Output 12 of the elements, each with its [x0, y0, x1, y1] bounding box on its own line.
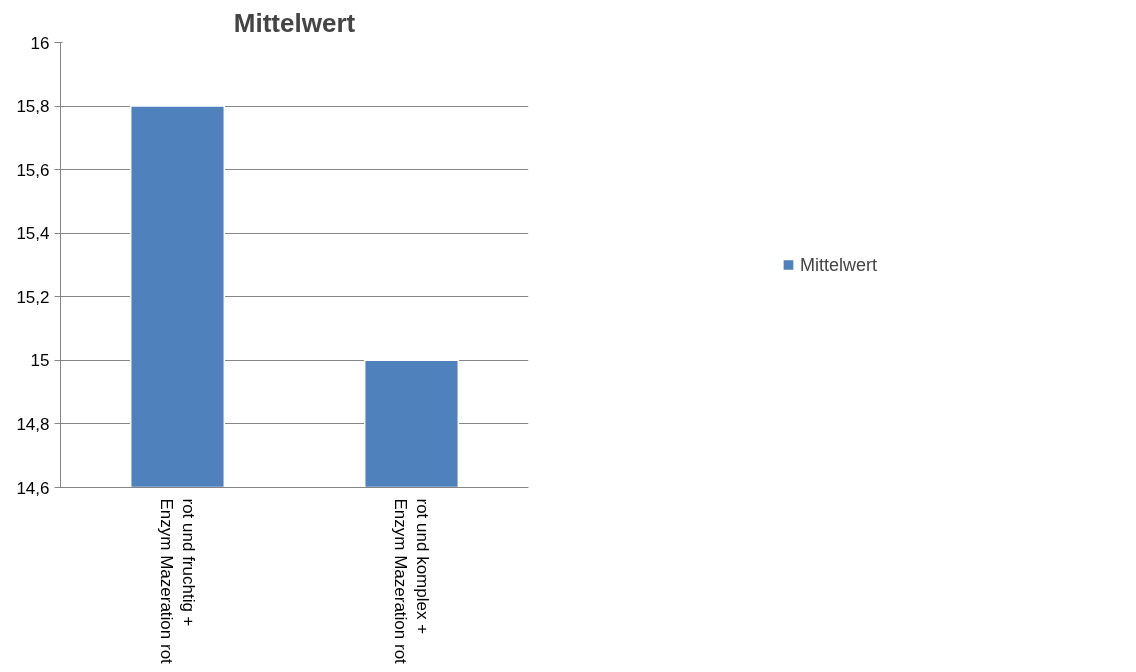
legend-label: Mittelwert	[799, 254, 878, 275]
y-tick-label: 15,2	[16, 287, 50, 307]
y-tick-label: 15	[30, 351, 50, 371]
x-tick-label: rot und fruchtig + Enzym Mazeration rot	[156, 498, 199, 665]
y-tick-label: 15,6	[16, 160, 50, 180]
y-tick-label: 16	[30, 33, 50, 53]
y-tick-label: 14,8	[16, 414, 50, 434]
chart-title: Mittelwert	[233, 7, 356, 38]
y-tick-label: 14,6	[16, 478, 50, 498]
y-tick-label: 15,8	[16, 97, 50, 117]
x-tick-label: rot und komplex + Enzym Mazeration rot	[390, 498, 433, 665]
y-tick-label: 15,4	[16, 224, 50, 244]
